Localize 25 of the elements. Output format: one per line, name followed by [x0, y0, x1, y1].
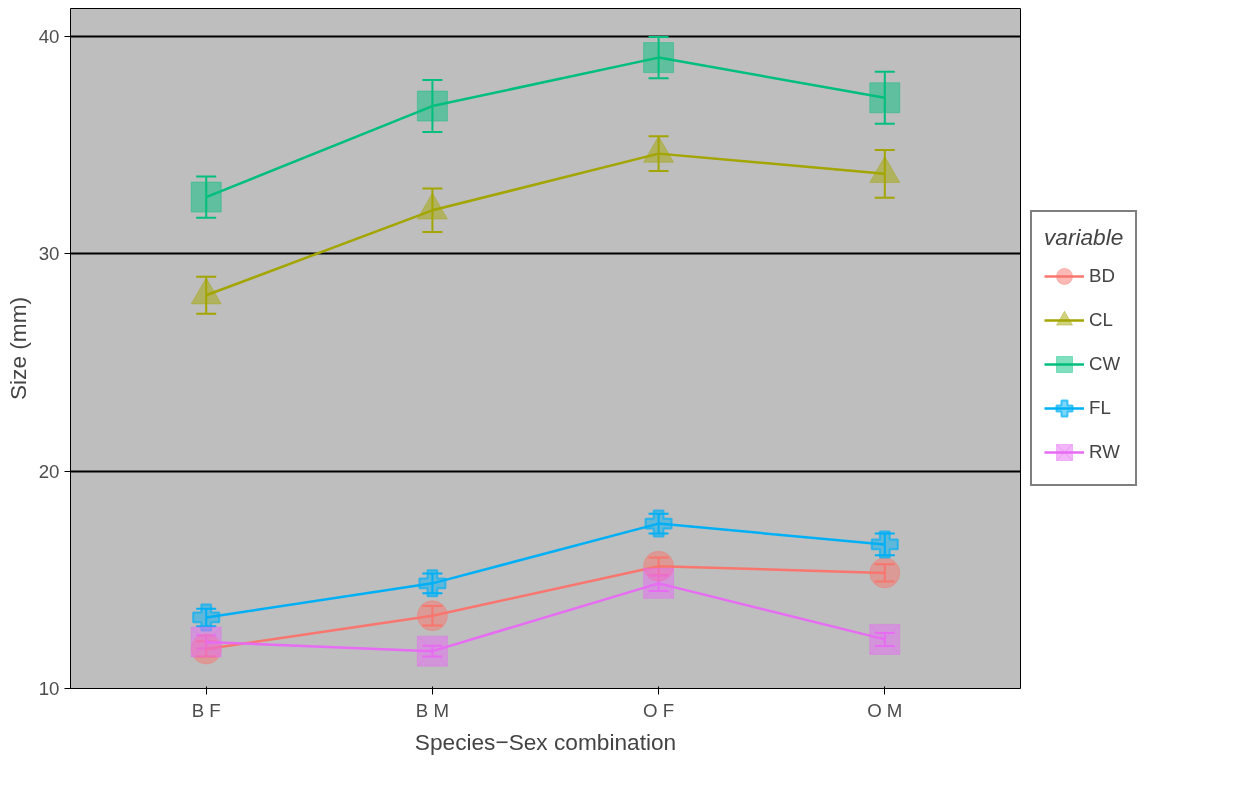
legend-label: RW [1089, 441, 1120, 463]
point [869, 623, 901, 655]
point [643, 42, 675, 74]
y-tick-label: 40 [38, 26, 60, 48]
point [416, 90, 448, 122]
point [643, 567, 675, 599]
legend-label: BD [1089, 265, 1115, 287]
x-tick-label: O F [643, 699, 675, 721]
x-axis-title: Species−Sex combination [414, 728, 677, 755]
x-tick-label: B F [191, 699, 221, 721]
point [869, 82, 901, 114]
y-tick-label: 30 [38, 243, 60, 265]
x-tick-label: O M [867, 699, 903, 721]
y-tick-label: 10 [38, 678, 60, 699]
legend-title: variable [1044, 224, 1124, 251]
legend-label: CL [1089, 309, 1113, 331]
y-tick-label: 20 [38, 460, 60, 482]
point [190, 181, 222, 213]
legend-label: FL [1089, 397, 1111, 419]
legend-label: CW [1089, 353, 1121, 375]
point [416, 635, 448, 667]
x-tick-label: B M [415, 699, 449, 721]
point [869, 557, 901, 589]
point [190, 626, 222, 658]
y-axis-title: Size (mm) [4, 296, 31, 401]
